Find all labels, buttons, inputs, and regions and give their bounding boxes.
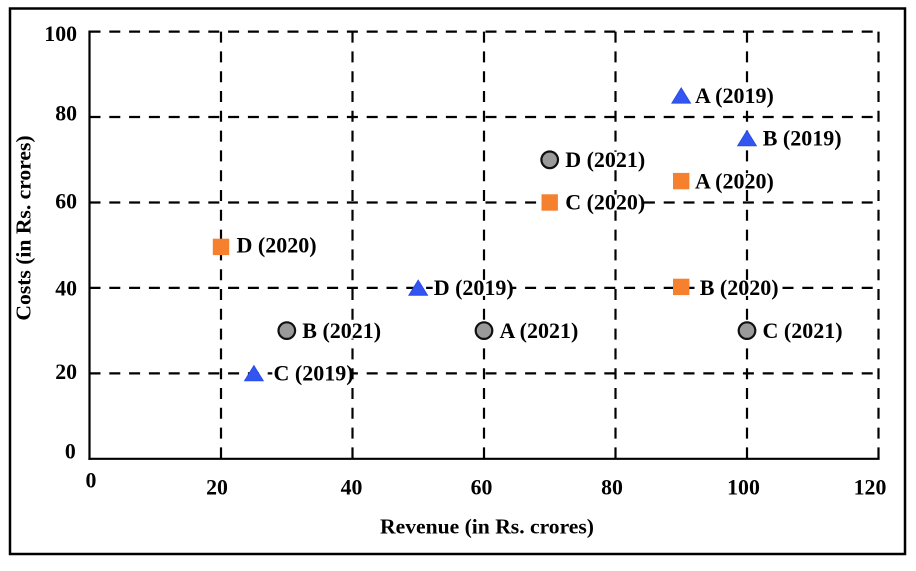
svg-text:40: 40 [55,276,77,300]
svg-text:0: 0 [86,468,97,492]
svg-text:D (2019): D (2019) [434,275,514,300]
svg-text:Revenue (in Rs. crores): Revenue (in Rs. crores) [380,514,594,538]
svg-text:D (2021): D (2021) [565,147,645,172]
svg-text:100: 100 [44,22,77,46]
svg-text:20: 20 [55,360,77,384]
svg-text:B (2020): B (2020) [700,275,779,300]
svg-text:0: 0 [65,440,76,464]
svg-text:A (2020): A (2020) [695,168,774,193]
svg-text:C (2020): C (2020) [565,190,645,215]
svg-text:120: 120 [854,475,887,499]
svg-text:B (2021): B (2021) [302,318,381,343]
svg-text:A (2019): A (2019) [695,83,774,108]
svg-text:60: 60 [55,190,77,214]
svg-text:100: 100 [727,475,760,499]
svg-text:A (2021): A (2021) [500,318,579,343]
svg-text:C (2019): C (2019) [274,361,354,386]
svg-text:60: 60 [471,475,493,499]
svg-text:C (2021): C (2021) [763,318,843,343]
svg-text:20: 20 [206,475,228,499]
svg-text:80: 80 [55,101,77,125]
svg-text:B (2019): B (2019) [763,126,842,151]
svg-text:Costs (in Rs. crores): Costs (in Rs. crores) [12,135,36,320]
svg-text:D (2020): D (2020) [237,232,317,257]
svg-text:80: 80 [601,475,623,499]
svg-text:40: 40 [341,475,363,499]
